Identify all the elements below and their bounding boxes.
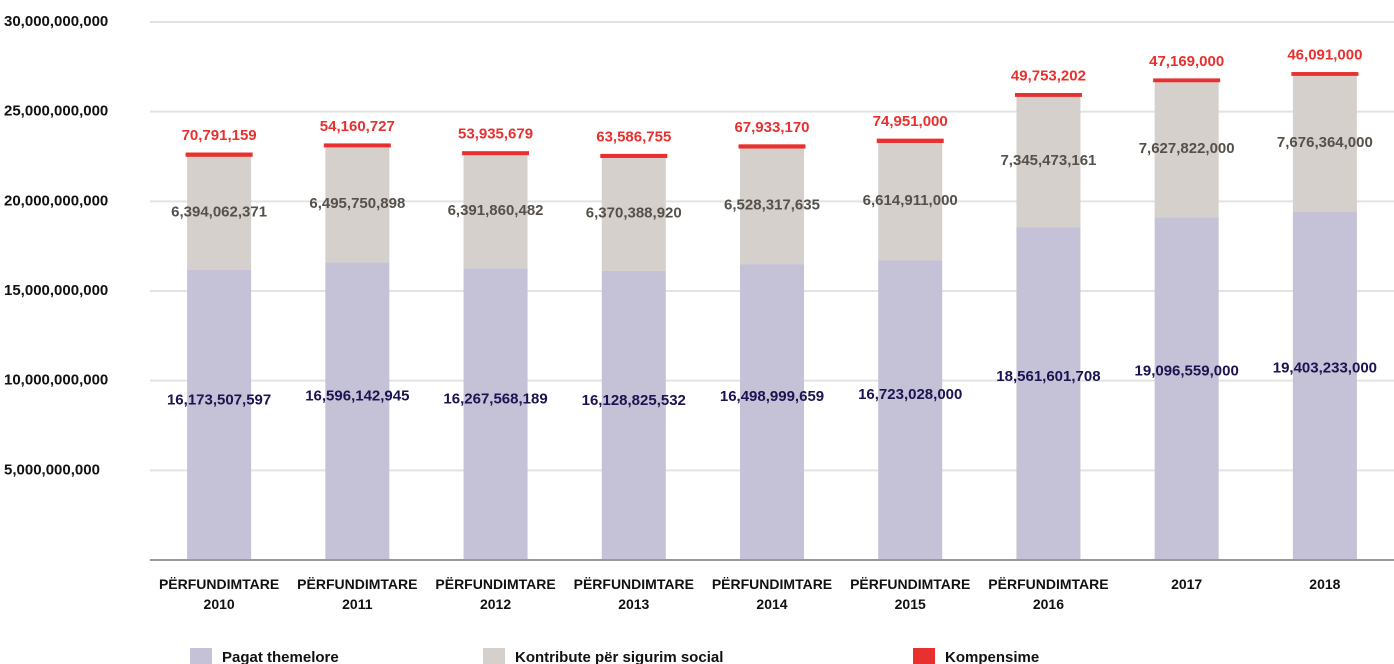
bar-segment xyxy=(187,155,252,270)
value-label: 19,403,233,000 xyxy=(1273,360,1377,377)
bar-segment xyxy=(876,138,944,143)
value-label: 46,091,000 xyxy=(1287,47,1362,64)
value-label: 19,096,559,000 xyxy=(1135,363,1239,380)
value-label: 47,169,000 xyxy=(1149,53,1224,70)
bar-segment xyxy=(1292,74,1357,213)
x-tick-label: 2017 xyxy=(1171,576,1203,592)
bar-segment xyxy=(325,145,390,263)
value-label: 7,676,364,000 xyxy=(1277,134,1373,151)
bar-segment xyxy=(1154,217,1219,561)
bar-segment xyxy=(323,143,391,148)
y-tick-label: 25,000,000,000 xyxy=(4,103,108,120)
value-label: 63,586,755 xyxy=(596,128,671,145)
x-tick-label: PËRFUNDIMTARE 2011 xyxy=(297,576,418,612)
y-tick-label: 5,000,000,000 xyxy=(4,461,100,478)
legend-label: Kontribute për sigurim social xyxy=(515,648,724,664)
bar-segment xyxy=(463,153,528,269)
legend-label: Pagat themelore xyxy=(222,648,339,664)
legend-label: Kompensime xyxy=(945,648,1040,664)
value-label: 53,935,679 xyxy=(458,126,533,143)
legend-swatch xyxy=(483,648,505,664)
bar-segment xyxy=(601,270,666,560)
value-label: 6,614,911,000 xyxy=(863,192,958,209)
value-label: 16,128,825,532 xyxy=(582,392,686,409)
value-label: 6,394,062,371 xyxy=(171,204,267,221)
bar-segment xyxy=(740,147,804,265)
bar-segment xyxy=(462,151,530,156)
x-tick-label: PËRFUNDIMTARE 2012 xyxy=(435,576,556,612)
legend-swatch xyxy=(913,648,935,664)
y-tick-label: 15,000,000,000 xyxy=(4,282,108,299)
value-label: 54,160,727 xyxy=(320,118,395,135)
y-tick-label: 10,000,000,000 xyxy=(4,372,108,389)
x-tick-label: PËRFUNDIMTARE 2015 xyxy=(850,576,971,612)
value-label: 49,753,202 xyxy=(1011,67,1086,84)
value-label: 6,370,388,920 xyxy=(586,205,682,222)
value-label: 16,267,568,189 xyxy=(443,391,547,408)
legend-item: Pagat themelore xyxy=(190,648,339,664)
bar-segment xyxy=(1014,93,1082,97)
bar-segment xyxy=(878,141,943,261)
y-tick-label: 30,000,000,000 xyxy=(4,13,108,30)
bar-segment xyxy=(1016,95,1081,228)
value-label: 6,495,750,898 xyxy=(309,195,405,212)
bar-segment xyxy=(1291,72,1359,76)
value-label: 7,345,473,161 xyxy=(1000,152,1096,169)
bar-segment xyxy=(740,264,804,560)
value-label: 6,528,317,635 xyxy=(724,197,820,214)
value-label: 16,596,142,945 xyxy=(305,387,409,404)
legend-swatch xyxy=(190,648,212,664)
x-tick-label: PËRFUNDIMTARE 2014 xyxy=(711,576,833,612)
bar-segment xyxy=(1016,227,1081,561)
value-label: 6,391,860,482 xyxy=(448,202,544,219)
bar-segment xyxy=(1292,212,1357,561)
value-label: 67,933,170 xyxy=(734,119,809,136)
bar-segment xyxy=(185,152,253,157)
bar-segment xyxy=(601,156,666,271)
bar-segment xyxy=(738,144,806,149)
value-label: 16,723,028,000 xyxy=(858,386,962,403)
value-label: 16,498,999,659 xyxy=(720,388,824,405)
x-tick-label: PËRFUNDIMTARE 2013 xyxy=(573,576,694,612)
value-label: 16,173,507,597 xyxy=(167,391,271,408)
x-tick-label: PËRFUNDIMTARE 2010 xyxy=(158,576,280,612)
legend-item: Kontribute për sigurim social xyxy=(483,648,723,664)
bar-segment xyxy=(187,269,252,560)
value-label: 7,627,822,000 xyxy=(1139,140,1235,157)
value-label: 70,791,159 xyxy=(182,127,257,144)
bar-segment xyxy=(1154,80,1219,218)
legend-item: Kompensime xyxy=(913,648,1039,664)
y-tick-label: 20,000,000,000 xyxy=(4,192,108,209)
x-tick-label: 2018 xyxy=(1309,576,1341,592)
bar-segment xyxy=(600,153,668,159)
bar-segment xyxy=(878,260,943,560)
value-label: 74,951,000 xyxy=(873,113,948,130)
bar-segment xyxy=(325,262,390,560)
value-label: 18,561,601,708 xyxy=(996,368,1100,385)
bar-segment xyxy=(463,268,528,560)
x-tick-label: PËRFUNDIMTARE 2016 xyxy=(988,576,1109,612)
bar-segment xyxy=(1153,78,1221,83)
